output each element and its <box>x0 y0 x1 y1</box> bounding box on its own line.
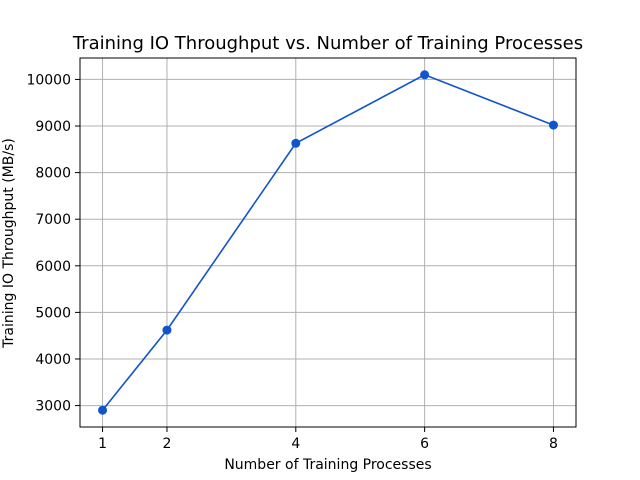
plot-frame <box>79 57 577 428</box>
x-axis-label: Number of Training Processes <box>224 457 431 473</box>
axis-ticks: 1 2 4 6 8 3000 4000 5000 6000 7000 8000 9000 10000 <box>26 72 557 452</box>
y-tick-label: 4000 <box>35 352 71 368</box>
x-tick-label: 2 <box>163 436 172 452</box>
data-point <box>98 405 108 415</box>
x-tick-label: 4 <box>291 436 300 452</box>
y-tick-label: 6000 <box>35 259 71 275</box>
grid-lines <box>80 58 576 427</box>
y-tick-label: 8000 <box>35 166 71 182</box>
data-point <box>162 325 172 335</box>
x-tick-label: 6 <box>420 436 429 452</box>
y-tick-label: 9000 <box>35 119 71 135</box>
y-axis-label: Training IO Throughput (MB/s) <box>1 138 17 349</box>
y-tick-label: 5000 <box>35 305 71 321</box>
y-tick-label: 7000 <box>35 212 71 228</box>
x-tick-label: 8 <box>549 436 558 452</box>
series-layer <box>98 70 558 415</box>
data-point <box>420 70 430 80</box>
y-tick-label: 10000 <box>26 72 71 88</box>
data-point <box>548 120 558 130</box>
chart-title: Training IO Throughput vs. Number of Tra… <box>72 33 583 54</box>
data-point <box>291 138 301 148</box>
y-tick-label: 3000 <box>35 399 71 415</box>
x-tick-label: 1 <box>98 436 107 452</box>
